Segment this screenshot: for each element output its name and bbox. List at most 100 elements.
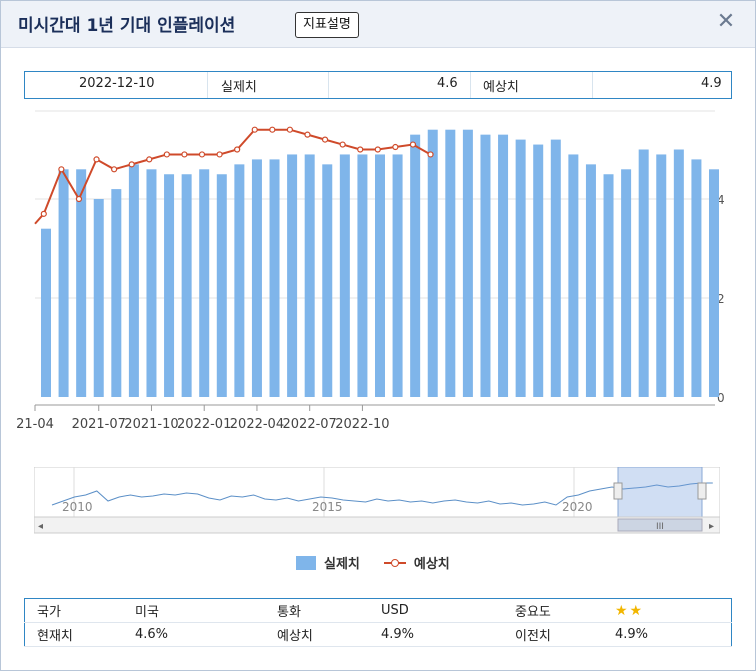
forecast-point (40, 210, 47, 217)
forecast-point (111, 166, 118, 173)
title-bar: 미시간대 1년 기대 인플레이션 지표설명 ✕ (1, 1, 755, 48)
forecast-point (216, 151, 223, 158)
indicator-explain-button[interactable]: 지표설명 (295, 12, 359, 38)
bar (128, 164, 139, 397)
navigator-year-label: 2010 (62, 500, 93, 514)
forecast-point (357, 146, 364, 153)
bar (181, 174, 192, 397)
bar (673, 149, 684, 397)
navigator-selection (617, 467, 703, 518)
bar (621, 169, 632, 397)
bar (375, 154, 385, 397)
current-label: 현재치 (24, 622, 123, 647)
bar (322, 164, 333, 397)
navigator-handle-right (697, 482, 707, 500)
bar (216, 174, 227, 397)
forecast-point (75, 195, 83, 203)
table-row: 국가 미국 통화 USD 중요도 ★★ (24, 598, 732, 623)
bar (76, 169, 87, 397)
bar (339, 154, 350, 397)
legend-line-swatch (383, 556, 406, 570)
forecast-point (93, 156, 100, 163)
previous-value: 4.9% (603, 622, 732, 647)
bar (146, 169, 157, 397)
y-tick-label: 0 (717, 391, 725, 405)
bar (585, 164, 596, 397)
range-navigator[interactable]: 2010 2015 2020 III ◂ ▸ (34, 467, 720, 535)
country-label: 국가 (24, 598, 123, 623)
x-tick-label: 2022-04 (230, 417, 284, 432)
bar (234, 164, 245, 397)
x-tick-label: 21-04 (16, 417, 54, 432)
bar (58, 169, 69, 397)
bar (199, 169, 210, 397)
popup-title: 미시간대 1년 기대 인플레이션 (18, 16, 236, 36)
bar (533, 144, 544, 397)
bar (603, 174, 614, 397)
latest-date: 2022-12-10 (79, 76, 155, 91)
bar (638, 149, 649, 397)
y-tick-label: 2 (717, 292, 725, 306)
forecast-point (128, 161, 135, 168)
x-tick-label: 2021-10 (124, 417, 178, 432)
bar (164, 174, 175, 397)
bar (427, 129, 438, 397)
x-tick-label: 2022-10 (335, 417, 389, 432)
bar (480, 134, 491, 397)
navigator-series-line (51, 482, 713, 506)
forecast-point (251, 126, 258, 133)
bar (515, 139, 526, 397)
x-tick-label: 2022-07 (283, 417, 337, 432)
bar (498, 134, 509, 397)
bar (111, 189, 122, 397)
bar (93, 199, 104, 397)
table-row: 현재치 4.6% 예상치 4.9% 이전치 4.9% (24, 622, 732, 647)
bar (462, 129, 473, 397)
forecast-point (339, 141, 346, 148)
navigator-frame (34, 467, 720, 518)
currency-value: USD (369, 598, 503, 623)
importance-stars: ★★ (603, 598, 732, 623)
legend-actual-label[interactable]: 실제치 (324, 557, 360, 572)
bar (357, 154, 368, 397)
forecast-point (269, 126, 276, 133)
forecast-point (392, 143, 399, 151)
forecast-point (321, 136, 329, 143)
bar (568, 154, 579, 397)
country-value: 미국 (123, 598, 265, 623)
forecast-point (146, 156, 153, 163)
bar (709, 169, 719, 397)
forecast-point (181, 151, 188, 158)
bar (656, 154, 667, 397)
indicator-details-table: 국가 미국 통화 USD 중요도 ★★ 현재치 4.6% 예상치 4.9% 이전… (24, 598, 732, 647)
forecast-point (374, 146, 381, 153)
currency-label: 통화 (265, 598, 369, 623)
forecast-point (58, 166, 65, 173)
star-icon: ★★ (615, 602, 645, 619)
bar (410, 134, 421, 397)
forecast-detail-value: 4.9% (369, 622, 503, 647)
navigator-handle-left (613, 482, 623, 500)
bar (304, 154, 315, 397)
latest-release-bar: 2022-12-10 실제치 4.6 예상치 4.9 (24, 71, 732, 99)
close-icon[interactable]: ✕ (716, 9, 736, 34)
navigator-year-label: 2020 (562, 500, 593, 514)
importance-label: 중요도 (503, 598, 603, 623)
forecast-detail-label: 예상치 (265, 622, 369, 647)
forecast-point (163, 151, 170, 158)
forecast-point (198, 151, 206, 158)
forecast-point (234, 146, 241, 153)
chevron-left-icon: ◂ (38, 521, 43, 532)
bar (691, 159, 702, 397)
bar (287, 154, 298, 397)
x-tick-label: 2021-07 (72, 417, 126, 432)
forecast-label: 예상치 (483, 80, 519, 95)
actual-value: 4.6 (437, 76, 458, 91)
previous-label: 이전치 (503, 622, 603, 647)
chart-legend: 실제치 예상치 (296, 553, 450, 572)
navigator-scrollbar (34, 516, 720, 534)
navigator-scroll-thumb (617, 518, 703, 532)
current-value: 4.6% (123, 622, 265, 647)
legend-forecast-label[interactable]: 예상치 (413, 557, 450, 572)
